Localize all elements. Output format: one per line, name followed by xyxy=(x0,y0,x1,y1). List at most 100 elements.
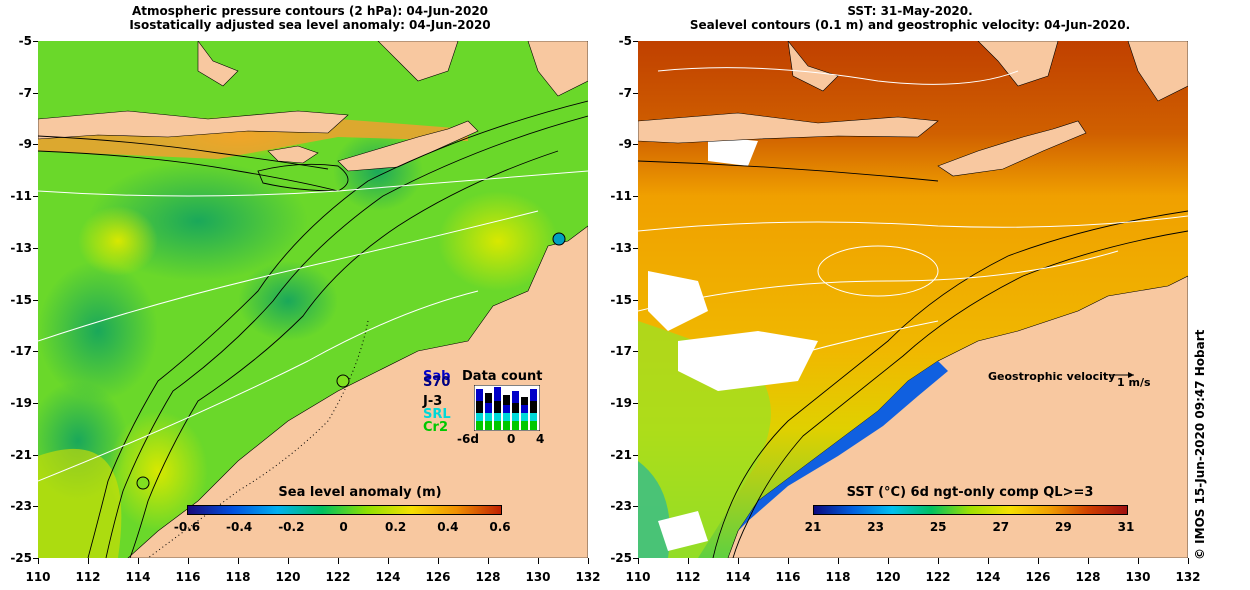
sst-colorbar-tick-label: 25 xyxy=(929,520,947,534)
sea-level-colorbar-tick-label: 0.4 xyxy=(437,520,459,534)
satellite-label-j-3: J-3 xyxy=(423,394,443,409)
left-x-tick-label: 130 xyxy=(525,570,551,584)
left-y-tick-label: -21 xyxy=(10,447,32,462)
right-title-line2: Sealevel contours (0.1 m) and geostrophi… xyxy=(689,18,1131,32)
data-count-x-end: 4 xyxy=(536,432,545,446)
right-title-line1: SST: 31-May-2020. xyxy=(847,4,973,18)
right-y-tick xyxy=(633,196,638,198)
left-colorbar-title: Sea level anomaly (m) xyxy=(278,485,442,500)
left-y-tick-label: -5 xyxy=(18,34,32,48)
right-x-tick xyxy=(1138,558,1139,564)
left-x-tick-label: 132 xyxy=(575,570,601,584)
right-x-tick-label: 110 xyxy=(625,570,651,584)
satellite-label-cr2: Cr2 xyxy=(423,420,448,435)
right-x-tick xyxy=(788,558,789,564)
left-x-tick xyxy=(38,558,39,564)
sst-colorbar-tick-label: 23 xyxy=(867,520,884,534)
right-y-tick-label: -21 xyxy=(610,447,632,462)
left-x-tick xyxy=(438,558,439,564)
right-x-tick-label: 124 xyxy=(975,570,1001,584)
right-y-tick xyxy=(633,351,638,353)
left-y-tick xyxy=(33,454,38,456)
right-x-tick xyxy=(738,558,739,564)
right-x-tick-label: 126 xyxy=(1025,570,1051,584)
velocity-legend-unit: 1 m/s xyxy=(1117,376,1151,389)
left-title-line2: Isostatically adjusted sea level anomaly… xyxy=(129,18,491,32)
left-y-tick-label: -9 xyxy=(18,137,32,152)
left-x-tick xyxy=(538,558,539,564)
left-x-tick xyxy=(338,558,339,564)
data-count-x-mid: 0 xyxy=(507,432,516,446)
sst-colorbar xyxy=(813,505,1128,515)
left-x-tick xyxy=(88,558,89,564)
left-y-tick-label: -19 xyxy=(10,395,32,410)
right-x-tick-label: 130 xyxy=(1125,570,1151,584)
sst-colorbar-tick-label: 27 xyxy=(992,520,1010,534)
data-count-bars xyxy=(473,384,541,432)
right-y-tick-label: -15 xyxy=(610,292,632,307)
left-y-tick xyxy=(33,41,38,42)
right-x-tick xyxy=(1188,558,1189,564)
sst-colorbar-tick-label: 31 xyxy=(1117,520,1135,534)
right-x-tick-label: 118 xyxy=(825,570,851,584)
sst-colorbar-tick-label: 29 xyxy=(1055,520,1072,534)
sea-level-anomaly-map[interactable] xyxy=(38,41,588,558)
right-y-tick xyxy=(633,41,638,42)
right-y-tick xyxy=(633,144,638,146)
satellite-label-srl: SRL xyxy=(423,407,451,422)
sea-level-colorbar-tick-label: -0.2 xyxy=(278,520,305,534)
left-x-tick-label: 112 xyxy=(75,570,101,584)
right-y-tick-label: -9 xyxy=(618,137,632,152)
right-x-tick-label: 128 xyxy=(1075,570,1101,584)
right-x-tick-label: 122 xyxy=(925,570,951,584)
right-y-tick xyxy=(633,558,638,559)
right-x-tick-label: 116 xyxy=(775,570,801,584)
right-y-tick xyxy=(633,402,638,404)
left-y-tick-label: -7 xyxy=(18,85,32,100)
left-panel-title: Atmospheric pressure contours (2 hPa): 0… xyxy=(100,4,520,32)
left-x-tick-label: 128 xyxy=(475,570,501,584)
left-x-tick-label: 110 xyxy=(25,570,51,584)
left-x-tick-label: 114 xyxy=(125,570,151,584)
sea-level-colorbar-tick-label: -0.6 xyxy=(173,520,201,534)
left-y-tick xyxy=(33,92,38,94)
right-y-tick xyxy=(633,506,638,508)
right-panel-title: SST: 31-May-2020. Sealevel contours (0.1… xyxy=(640,4,1180,32)
left-x-tick xyxy=(238,558,239,564)
right-y-tick xyxy=(633,247,638,249)
left-x-tick-label: 116 xyxy=(175,570,201,584)
right-x-tick-label: 112 xyxy=(675,570,701,584)
sea-level-colorbar-tick-label: 0 xyxy=(339,520,348,534)
right-y-tick xyxy=(633,92,638,94)
sst-colorbar-tick-label: 21 xyxy=(804,520,822,534)
right-y-tick-label: -17 xyxy=(610,344,632,359)
left-x-tick-label: 122 xyxy=(325,570,351,584)
sea-level-colorbar-tick-label: 0.6 xyxy=(489,520,511,534)
sst-map[interactable] xyxy=(638,41,1188,558)
right-y-tick-label: -11 xyxy=(610,189,632,204)
right-y-tick-label: -23 xyxy=(610,499,632,514)
left-y-tick-label: -25 xyxy=(10,551,32,565)
right-x-tick-label: 120 xyxy=(875,570,901,584)
right-x-tick xyxy=(988,558,989,564)
sea-level-colorbar-tick-label: 0.2 xyxy=(385,520,407,534)
right-colorbar-title: SST (°C) 6d ngt-only comp QL>=3 xyxy=(846,485,1094,500)
left-x-tick xyxy=(588,558,589,564)
satellite-label-s70: S70 xyxy=(423,375,451,390)
right-x-tick xyxy=(688,558,689,564)
right-y-tick xyxy=(633,299,638,301)
left-x-tick xyxy=(388,558,389,564)
right-y-tick-label: -5 xyxy=(618,34,632,48)
left-x-tick xyxy=(488,558,489,564)
left-y-tick xyxy=(33,196,38,198)
left-y-tick xyxy=(33,558,38,559)
copyright-notice: © IMOS 15-Jun-2020 09:47 Hobart xyxy=(1193,329,1207,560)
right-x-tick-label: 114 xyxy=(725,570,751,584)
right-y-tick-label: -25 xyxy=(610,551,632,565)
left-x-tick xyxy=(188,558,189,564)
left-y-tick xyxy=(33,351,38,353)
right-x-tick-label: 132 xyxy=(1175,570,1201,584)
right-x-tick xyxy=(638,558,639,564)
left-y-tick-label: -13 xyxy=(10,240,32,255)
left-title-line1: Atmospheric pressure contours (2 hPa): 0… xyxy=(131,4,489,18)
